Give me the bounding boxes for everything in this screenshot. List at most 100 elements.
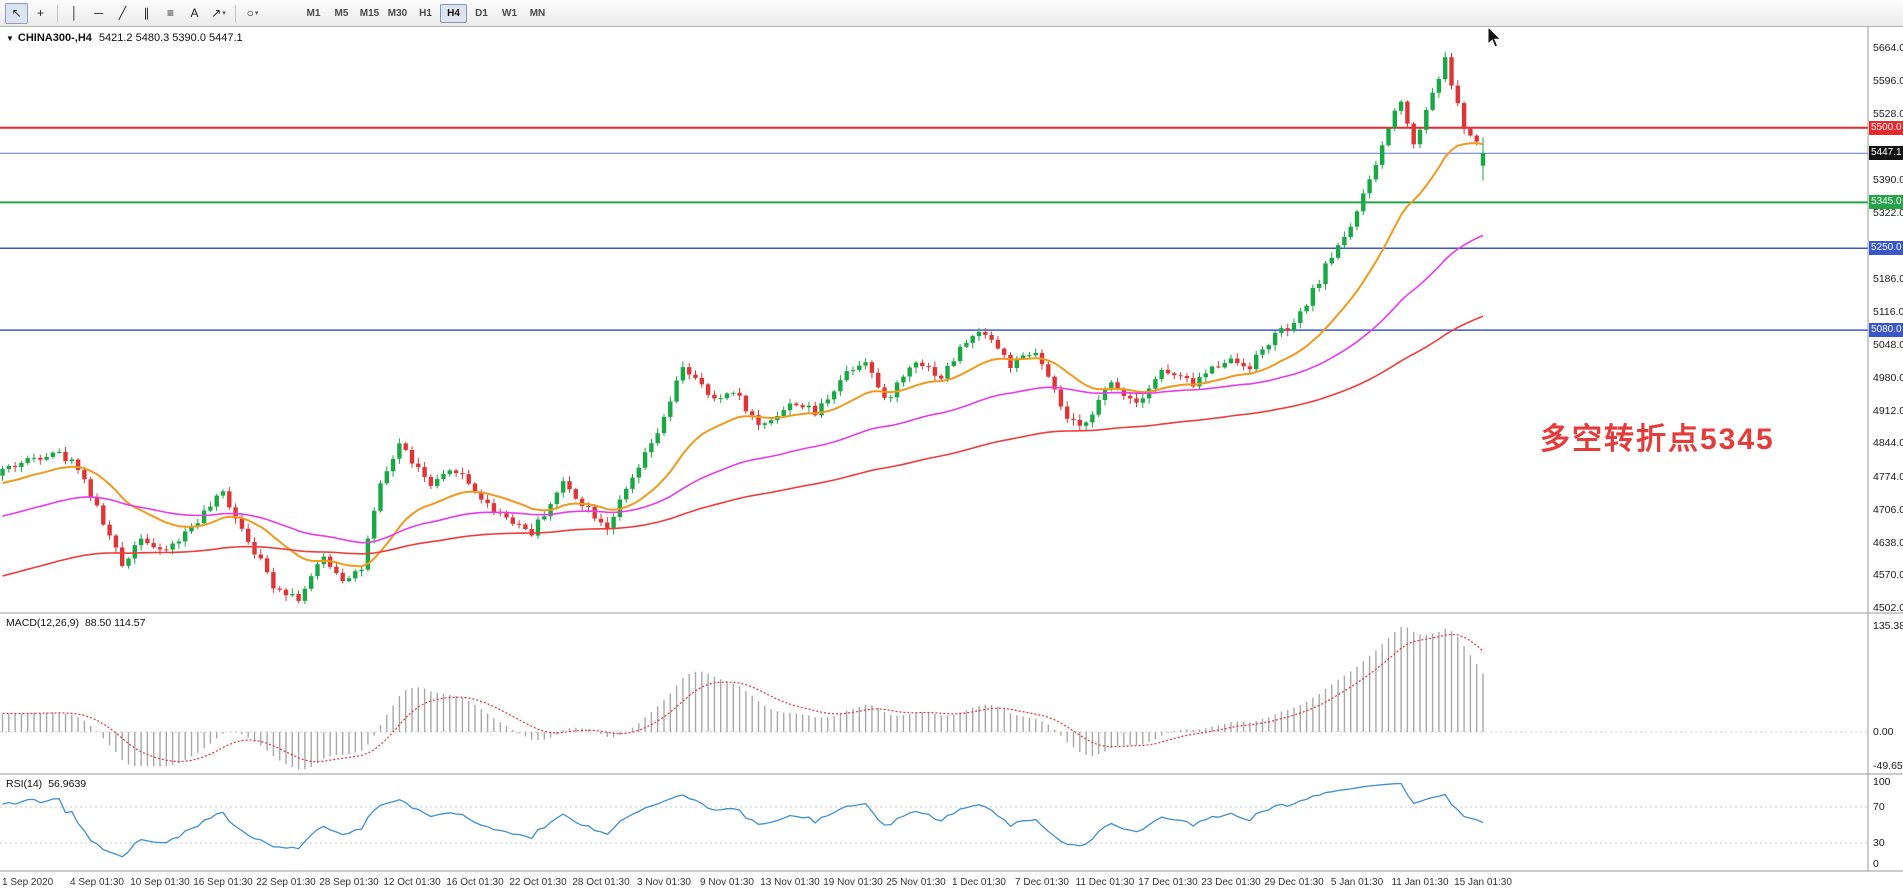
- time-axis-label: 19 Nov 01:30: [823, 877, 883, 888]
- time-axis-label: 11 Jan 01:30: [1391, 877, 1449, 888]
- vertical-line-tool-button[interactable]: │: [63, 3, 86, 24]
- crosshair-icon: +: [36, 6, 44, 20]
- timeframe-m1-button[interactable]: M1: [306, 7, 321, 19]
- rsi-tick-label: 100: [1873, 776, 1891, 788]
- cursor-icon: ↖: [11, 6, 22, 20]
- price-badge-5345.0[interactable]: 5345.0: [1869, 195, 1903, 210]
- fibonacci-retracement-tool-button[interactable]: ≡: [159, 3, 182, 24]
- time-axis-label: 28 Oct 01:30: [572, 877, 630, 888]
- price-tick-label: 5528.0: [1873, 107, 1903, 120]
- toolbar-separator: [57, 4, 58, 22]
- price-tick-label: 5048.0: [1873, 339, 1903, 352]
- ma-slow-line: [2, 315, 1484, 577]
- time-axis-label: 16 Oct 01:30: [446, 877, 504, 888]
- timeframe-d1-button[interactable]: D1: [475, 7, 488, 19]
- price-tick-label: 5186.0: [1873, 272, 1903, 285]
- vertical-line-icon: │: [70, 6, 79, 20]
- equidistant-channel-icon: ∥: [143, 6, 150, 20]
- price-tick-label: 5596.0: [1873, 74, 1903, 87]
- price-tick-label: 4570.0: [1873, 569, 1903, 582]
- turning-point-annotation: 多空转折点5345: [1540, 423, 1775, 456]
- price-badge-5500.0[interactable]: 5500.0: [1869, 120, 1903, 135]
- time-axis-label: 22 Oct 01:30: [509, 877, 567, 888]
- equidistant-channel-tool-button[interactable]: ∥: [135, 3, 158, 24]
- rsi-name: RSI(14): [6, 778, 43, 790]
- arrow-tools-icon: ↗: [211, 6, 222, 20]
- price-tick-label: 4844.0: [1873, 437, 1903, 450]
- cursor-tool-button[interactable]: ↖: [5, 2, 28, 24]
- price-badge-5080.0[interactable]: 5080.0: [1869, 323, 1903, 338]
- time-axis-label: 25 Nov 01:30: [886, 877, 946, 888]
- time-axis-label: 17 Dec 01:30: [1138, 877, 1198, 888]
- shapes-icon: ○: [246, 6, 254, 20]
- rsi-tick-label: 70: [1873, 800, 1885, 813]
- timeframe-m30-button[interactable]: M30: [387, 7, 408, 19]
- time-axis-label: 10 Sep 01:30: [130, 877, 190, 888]
- time-axis-label: 22 Sep 01:30: [256, 877, 316, 888]
- rsi-tick-label: 0: [1873, 858, 1879, 870]
- price-tick-label: 5322.0: [1873, 207, 1903, 219]
- arrow-tools-tool-button[interactable]: ↗ ▾: [207, 3, 230, 24]
- horizontal-line-tool-button[interactable]: ─: [87, 3, 110, 24]
- time-axis-label: 1 Sep 2020: [2, 877, 54, 888]
- rsi-line: [2, 782, 1484, 858]
- timeframe-toolbar: M1 M5 M15 M30 H1 H4 D1 W1 MN: [300, 3, 551, 23]
- fibonacci-retracement-icon: ≡: [166, 6, 174, 20]
- macd-tick-label: -49.65: [1873, 760, 1903, 772]
- macd-name: MACD(12,26,9): [6, 617, 79, 629]
- time-axis-label: 23 Dec 01:30: [1201, 877, 1261, 888]
- price-tick-label: 4912.0: [1873, 404, 1903, 417]
- macd-indicator-label: MACD(12,26,9) 88.50 114.57: [6, 617, 145, 629]
- timeframe-w1-button[interactable]: W1: [502, 7, 517, 19]
- ma-fast-line: [2, 142, 1484, 568]
- time-axis-label: 1 Dec 01:30: [952, 877, 1006, 888]
- trendline-icon: ╱: [118, 6, 127, 20]
- timeframe-h1-button[interactable]: H1: [419, 7, 432, 19]
- horizontal-line-icon: ─: [94, 6, 103, 20]
- time-axis-label: 15 Jan 01:30: [1454, 877, 1512, 888]
- macd-histogram: [1, 627, 1484, 770]
- rsi-value: 56.9639: [48, 778, 87, 790]
- moving-averages: [2, 142, 1484, 577]
- price-tick-label: 4706.0: [1873, 503, 1903, 516]
- time-axis-label: 11 Dec 01:30: [1075, 877, 1135, 888]
- dropdown-caret-icon: ▾: [254, 10, 259, 17]
- drawing-toolbar: ↖ + │ ─ ╱ ∥ ≡ A ↗ ▾ ○ ▾: [5, 2, 264, 24]
- time-axis-label: 12 Oct 01:30: [383, 877, 441, 888]
- macd-signal-line: [2, 633, 1484, 763]
- mouse-cursor-icon: [1487, 26, 1502, 48]
- time-axis-label: 16 Sep 01:30: [193, 877, 253, 888]
- rsi-indicator-label: RSI(14) 56.9639: [6, 778, 86, 790]
- ohlc-values: 5421.2 5480.3 5390.0 5447.1: [98, 32, 243, 44]
- ma-mid-line: [2, 234, 1484, 544]
- price-badge-5447.1[interactable]: 5447.1: [1869, 146, 1903, 161]
- toolbar-separator: [235, 4, 236, 22]
- price-badge-5250.0[interactable]: 5250.0: [1869, 241, 1903, 256]
- macd-values: 88.50 114.57: [84, 617, 146, 629]
- time-axis-label: 7 Dec 01:30: [1015, 877, 1069, 888]
- symbol-period-label: CHINA300-,H4: [17, 32, 92, 44]
- level-lines: [0, 126, 1868, 331]
- time-axis-label: 29 Dec 01:30: [1264, 877, 1324, 888]
- price-tick-label: 5116.0: [1873, 306, 1903, 319]
- time-axis-label: 3 Nov 01:30: [637, 877, 691, 888]
- timeframe-h4-button[interactable]: H4: [440, 3, 467, 23]
- rsi-tick-label: 30: [1873, 836, 1885, 849]
- symbol-dropdown-icon[interactable]: ▼: [6, 34, 14, 43]
- macd-tick-label: 0.00: [1873, 725, 1894, 738]
- crosshair-tool-button[interactable]: +: [29, 3, 52, 24]
- timeframe-mn-button[interactable]: MN: [529, 7, 546, 19]
- time-axis-label: 4 Sep 01:30: [70, 877, 124, 888]
- timeframe-m15-button[interactable]: M15: [359, 7, 380, 19]
- shapes-tool-button[interactable]: ○ ▾: [241, 3, 264, 24]
- price-tick-label: 4502.0: [1873, 602, 1903, 615]
- toolbar: ↖ + │ ─ ╱ ∥ ≡ A ↗ ▾ ○ ▾ M1 M5 M15 M30 H1 H4 D1 W1 MN: [0, 0, 1903, 27]
- time-axis-label: 9 Nov 01:30: [700, 877, 754, 888]
- macd-tick-label: 135.38: [1873, 620, 1903, 633]
- text-label-tool-button[interactable]: A: [183, 3, 206, 24]
- trendline-tool-button[interactable]: ╱: [111, 3, 134, 24]
- timeframe-m5-button[interactable]: M5: [334, 7, 349, 19]
